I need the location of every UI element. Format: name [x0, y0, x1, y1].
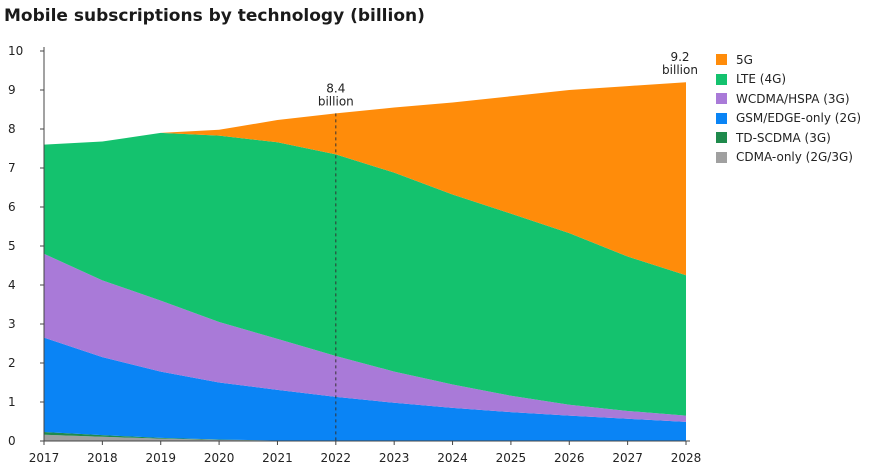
x-tick-label: 2026 — [554, 451, 585, 465]
y-tick-label: 10 — [8, 44, 23, 58]
legend-item-wcdma-hspa-3g: WCDMA/HSPA (3G) — [716, 89, 861, 109]
annotation-value: 9.2 — [670, 50, 689, 64]
y-tick-label: 3 — [8, 317, 16, 331]
area-series-lte-4g — [44, 132, 686, 416]
x-tick-label: 2021 — [262, 451, 293, 465]
legend-swatch — [716, 112, 727, 124]
legend-swatch — [716, 151, 727, 163]
legend: 5G LTE (4G) WCDMA/HSPA (3G) GSM/EDGE-only (… — [716, 50, 861, 167]
x-tick-label: 2022 — [321, 451, 352, 465]
legend-label: WCDMA/HSPA (3G) — [736, 91, 850, 106]
legend-swatch — [716, 54, 727, 66]
y-tick-label: 9 — [8, 83, 16, 97]
chart-title: Mobile subscriptions by technology (bill… — [4, 6, 425, 26]
legend-item-5g: 5G — [716, 50, 861, 70]
legend-label: GSM/EDGE-only (2G) — [736, 111, 862, 126]
legend-label: CDMA-only (2G/3G) — [736, 150, 853, 165]
x-tick-label: 2023 — [379, 451, 410, 465]
legend-swatch — [716, 132, 727, 144]
y-tick-label: 0 — [8, 434, 16, 448]
y-tick-label: 2 — [8, 356, 16, 370]
y-tick-label: 4 — [8, 278, 16, 292]
x-tick-label: 2017 — [29, 451, 60, 465]
y-tick-label: 8 — [8, 122, 16, 136]
legend-label: TD-SCDMA (3G) — [736, 130, 831, 145]
x-tick-label: 2019 — [145, 451, 176, 465]
x-tick-label: 2020 — [204, 451, 235, 465]
y-tick-label: 1 — [8, 395, 16, 409]
area-series-gsm-edge-only-2g — [44, 337, 686, 441]
legend-swatch — [716, 93, 727, 105]
annotation-value: 8.4 — [326, 81, 345, 95]
area-series-wcdma-hspa-3g — [44, 253, 686, 422]
x-tick-label: 2018 — [87, 451, 118, 465]
y-tick-label: 6 — [8, 200, 16, 214]
legend-item-gsm-edge-only-2g: GSM/EDGE-only (2G) — [716, 109, 861, 129]
x-tick-label: 2028 — [671, 451, 702, 465]
legend-item-lte-4g: LTE (4G) — [716, 70, 861, 90]
legend-swatch — [716, 73, 727, 85]
y-tick-label: 5 — [8, 239, 16, 253]
annotation-unit: billion — [318, 94, 354, 108]
legend-item-td-scdma-3g: TD-SCDMA (3G) — [716, 128, 861, 148]
annotation-unit: billion — [662, 63, 698, 77]
legend-label: LTE (4G) — [736, 72, 787, 87]
legend-label: 5G — [736, 52, 753, 67]
y-tick-label: 7 — [8, 161, 16, 175]
legend-item-cdma-only-2g-3g: CDMA-only (2G/3G) — [716, 148, 861, 168]
x-tick-label: 2027 — [612, 451, 643, 465]
x-tick-label: 2024 — [437, 451, 468, 465]
area-series-cdma-only-2g-3g — [44, 434, 686, 441]
area-series-5g — [44, 82, 686, 276]
x-tick-label: 2025 — [496, 451, 527, 465]
